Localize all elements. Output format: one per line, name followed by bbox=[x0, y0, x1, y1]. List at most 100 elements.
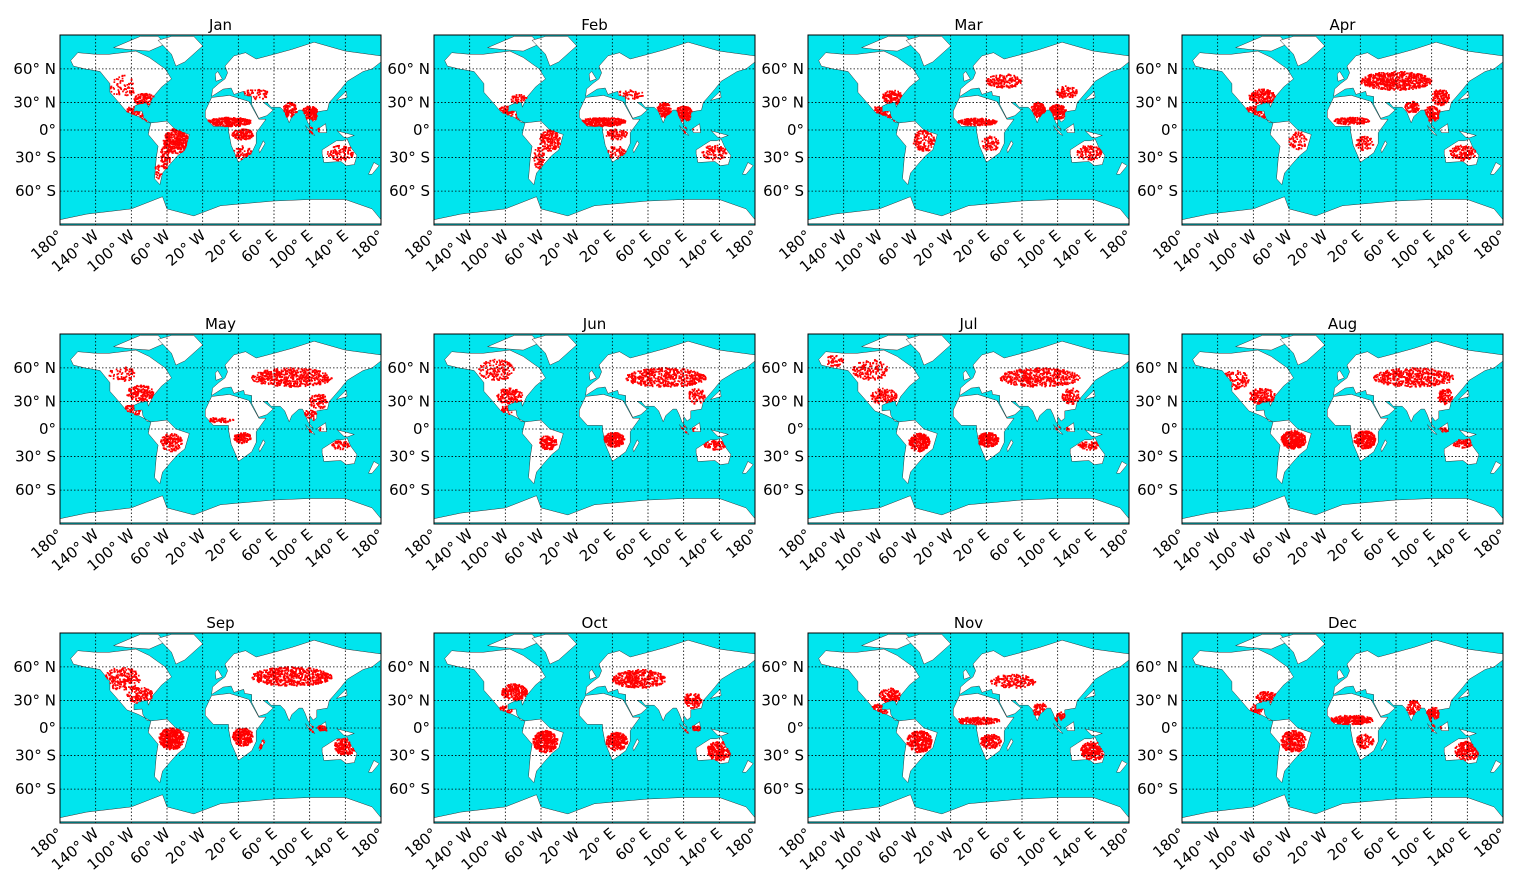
fire-point bbox=[226, 119, 229, 122]
land-south-america bbox=[1270, 120, 1312, 186]
fire-point bbox=[142, 96, 145, 99]
fire-point bbox=[610, 130, 612, 132]
fire-points bbox=[109, 74, 354, 180]
fire-point bbox=[613, 122, 615, 124]
fire-point bbox=[1064, 85, 1067, 87]
fire-point bbox=[245, 153, 248, 155]
land-madagascar bbox=[1380, 140, 1388, 154]
fire-point bbox=[161, 159, 163, 162]
fire-point bbox=[923, 138, 926, 140]
fire-point bbox=[293, 104, 295, 106]
fire-point bbox=[334, 148, 336, 151]
fire-point bbox=[991, 140, 993, 143]
fire-point bbox=[186, 137, 189, 140]
fire-point bbox=[1037, 112, 1040, 115]
fire-point bbox=[930, 133, 932, 136]
land-japan bbox=[1458, 90, 1470, 101]
fire-point bbox=[972, 123, 975, 126]
fire-point bbox=[1068, 96, 1071, 98]
fire-point bbox=[995, 140, 997, 143]
fire-point bbox=[292, 108, 295, 111]
fire-point bbox=[545, 146, 548, 149]
fire-point bbox=[686, 112, 689, 115]
fire-point bbox=[232, 135, 235, 138]
fire-point bbox=[335, 145, 338, 148]
fire-point bbox=[608, 119, 611, 122]
fire-point bbox=[130, 92, 132, 94]
fire-point bbox=[213, 119, 216, 121]
fire-point bbox=[1037, 102, 1040, 104]
fire-point bbox=[1057, 111, 1060, 113]
fire-point bbox=[119, 80, 122, 83]
fire-point bbox=[340, 158, 342, 161]
fire-point bbox=[1290, 137, 1293, 140]
fire-point bbox=[1034, 112, 1037, 114]
fire-point bbox=[1091, 156, 1094, 158]
fire-point bbox=[291, 102, 294, 104]
fire-point bbox=[1255, 109, 1257, 112]
fire-point bbox=[1089, 145, 1091, 148]
fire-point bbox=[1289, 138, 1292, 141]
fire-point bbox=[313, 113, 316, 116]
fire-point bbox=[1092, 148, 1094, 151]
fire-point bbox=[683, 105, 686, 108]
fire-point bbox=[610, 123, 613, 126]
fire-point bbox=[1353, 122, 1355, 125]
fire-point bbox=[996, 85, 998, 88]
fire-point bbox=[1055, 111, 1057, 114]
fire-point bbox=[688, 115, 690, 118]
fire-point bbox=[180, 139, 182, 142]
fire-point bbox=[993, 142, 995, 144]
fire-point bbox=[157, 172, 160, 174]
fire-point bbox=[534, 156, 536, 159]
fire-point bbox=[543, 154, 545, 156]
fire-point bbox=[683, 112, 686, 115]
fire-point bbox=[606, 131, 609, 134]
fire-point bbox=[554, 134, 557, 137]
fire-point bbox=[1358, 139, 1360, 142]
fire-point bbox=[145, 92, 148, 95]
fire-point bbox=[1089, 152, 1092, 155]
fire-point bbox=[1295, 148, 1298, 150]
fire-point bbox=[251, 133, 253, 136]
fire-point bbox=[1088, 148, 1091, 151]
fire-point bbox=[179, 134, 182, 137]
fire-point bbox=[611, 153, 614, 155]
fire-point bbox=[668, 104, 671, 107]
fire-point bbox=[129, 108, 131, 110]
fire-point bbox=[1359, 144, 1361, 147]
fire-point bbox=[607, 130, 609, 133]
fire-point bbox=[286, 110, 288, 113]
fire-point bbox=[550, 130, 553, 132]
fire-point bbox=[244, 123, 247, 126]
fire-point bbox=[170, 142, 172, 145]
fire-point bbox=[1015, 81, 1018, 84]
fire-point bbox=[1059, 117, 1062, 120]
fire-point bbox=[960, 121, 962, 123]
fire-point bbox=[262, 89, 265, 92]
fire-point bbox=[717, 149, 720, 152]
fire-point bbox=[179, 139, 181, 142]
fire-point bbox=[1263, 97, 1265, 100]
fire-point bbox=[1297, 132, 1300, 134]
fire-point bbox=[916, 131, 919, 134]
fire-point bbox=[241, 120, 244, 123]
fire-point bbox=[130, 107, 132, 110]
fire-point bbox=[236, 132, 239, 134]
fire-point bbox=[148, 100, 150, 103]
fire-point bbox=[172, 133, 175, 136]
fire-point bbox=[634, 93, 636, 96]
fire-point bbox=[682, 106, 685, 109]
fire-point bbox=[964, 122, 966, 125]
fire-point bbox=[1060, 117, 1063, 120]
fire-point bbox=[919, 142, 922, 145]
fire-point bbox=[327, 151, 329, 153]
fire-point bbox=[624, 150, 627, 153]
fire-point bbox=[144, 95, 146, 97]
fire-point bbox=[926, 134, 928, 137]
fire-point bbox=[612, 135, 615, 137]
fire-point bbox=[665, 103, 668, 105]
fire-point bbox=[177, 130, 180, 133]
fire-point bbox=[662, 106, 665, 109]
fire-point bbox=[896, 102, 899, 105]
